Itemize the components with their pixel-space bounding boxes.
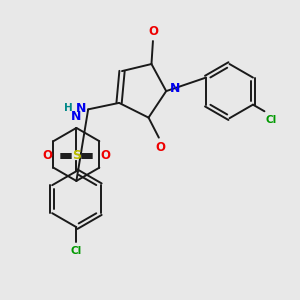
- Text: H: H: [64, 103, 73, 113]
- Text: N: N: [75, 102, 86, 115]
- Text: O: O: [100, 149, 110, 162]
- Text: O: O: [43, 149, 53, 162]
- Text: S: S: [72, 149, 81, 162]
- Text: O: O: [148, 25, 158, 38]
- Text: Cl: Cl: [71, 246, 82, 256]
- Text: O: O: [155, 141, 165, 154]
- Text: N: N: [71, 110, 82, 123]
- Text: N: N: [170, 82, 180, 95]
- Text: Cl: Cl: [266, 115, 277, 125]
